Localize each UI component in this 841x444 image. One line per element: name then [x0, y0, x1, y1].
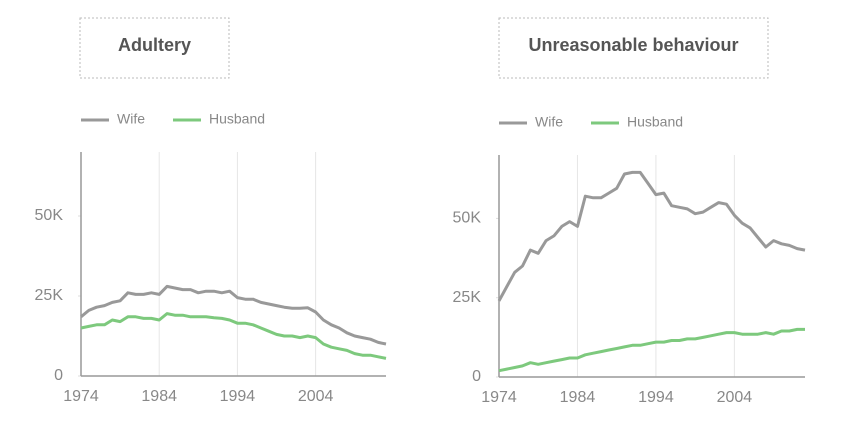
x-tick-label: 1974 [63, 388, 99, 405]
x-tick-label: 2004 [298, 388, 334, 405]
x-tick-label: 1984 [141, 388, 177, 405]
x-tick-label: 1984 [560, 389, 596, 406]
series-line [80, 284, 387, 346]
y-tick-label: 0 [54, 367, 63, 384]
series-line [498, 327, 805, 373]
legend-label: Husband [209, 111, 265, 127]
y-tick-label: 25K [35, 287, 64, 304]
chart-title: Unreasonable behaviour [528, 35, 738, 55]
series-line [497, 170, 806, 302]
series-line [80, 312, 387, 360]
legend-label: Wife [117, 111, 145, 127]
x-tick-label: 1974 [481, 389, 517, 406]
legend-label: Wife [535, 114, 563, 130]
legend-label: Husband [627, 114, 683, 130]
y-tick-label: 25K [453, 289, 482, 306]
y-tick-label: 50K [453, 210, 482, 227]
x-tick-label: 2004 [717, 389, 753, 406]
title-box [498, 17, 769, 79]
x-tick-label: 1994 [638, 389, 674, 406]
chart-title: Adultery [118, 35, 191, 55]
x-tick-label: 1994 [220, 388, 256, 405]
title-box [79, 17, 230, 79]
y-tick-label: 50K [35, 207, 64, 224]
y-tick-label: 0 [472, 368, 481, 385]
